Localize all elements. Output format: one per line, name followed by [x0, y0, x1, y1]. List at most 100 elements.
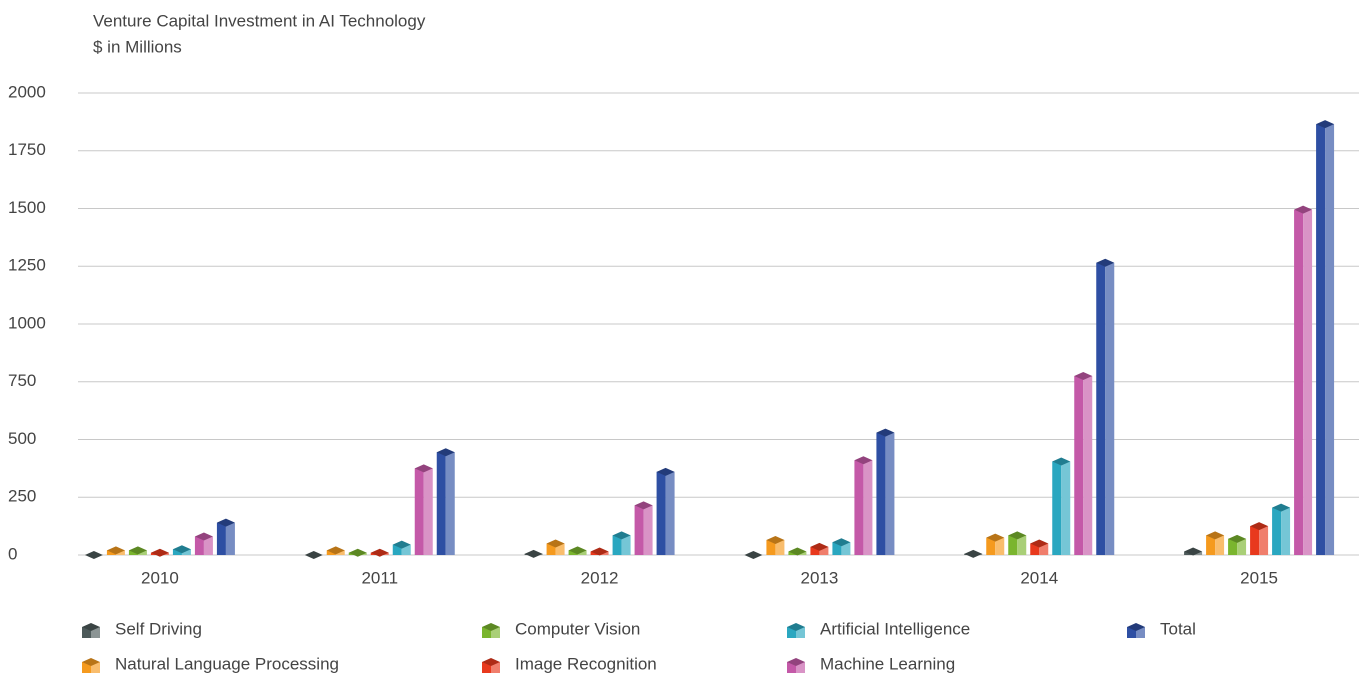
bar-left-face — [1250, 526, 1260, 555]
bar-right-face — [841, 542, 851, 555]
bar-left-face — [128, 550, 138, 555]
legend-label: Natural Language Processing — [115, 654, 339, 673]
bar-top — [1294, 205, 1313, 214]
bar-top — [612, 531, 631, 540]
bar-left-face — [106, 550, 116, 555]
bar-right-face — [401, 544, 411, 555]
x-tick-label: 2015 — [1240, 568, 1278, 587]
bar-top — [1127, 623, 1145, 631]
bar — [656, 467, 675, 555]
y-tick-label: 1500 — [8, 198, 46, 217]
y-tick-label: 1250 — [8, 256, 46, 275]
bar — [964, 549, 983, 558]
legend-icon — [482, 658, 500, 673]
legend-icon — [82, 623, 100, 638]
legend-icon — [482, 623, 500, 638]
bar-top — [1008, 531, 1027, 540]
bar — [612, 531, 631, 555]
bar — [986, 533, 1005, 555]
bar-left-face — [876, 432, 886, 555]
bar-top — [744, 551, 763, 559]
bar-left-face — [82, 662, 91, 673]
bar-top — [788, 547, 807, 556]
bar-left-face — [216, 522, 226, 555]
bar-top — [1074, 371, 1093, 380]
bar-left-face — [656, 471, 666, 555]
bar-top — [568, 546, 587, 555]
bar-left-face — [436, 452, 446, 555]
bar-right-face — [1017, 535, 1027, 555]
y-tick-label: 750 — [8, 371, 36, 390]
bar — [1074, 371, 1093, 555]
bar-right-face — [885, 432, 895, 555]
bar — [436, 448, 455, 555]
bar — [84, 551, 103, 559]
legend-label: Artificial Intelligence — [820, 619, 970, 638]
bar-left-face — [1272, 507, 1282, 555]
bar-left-face — [82, 627, 91, 638]
bar-left-face — [194, 536, 204, 555]
bar-left-face — [326, 550, 336, 555]
bar-left-face — [1008, 535, 1018, 555]
y-tick-label: 500 — [8, 429, 36, 448]
bar-right-face — [796, 627, 805, 638]
bar-left-face — [1127, 627, 1136, 638]
bar — [1096, 258, 1115, 555]
y-tick-label: 0 — [8, 544, 17, 563]
bar-right-face — [775, 539, 785, 555]
x-tick-label: 2014 — [1020, 568, 1058, 587]
bar-right-face — [1083, 375, 1093, 555]
bar — [546, 539, 565, 555]
bar-right-face — [225, 522, 235, 555]
bar — [1030, 539, 1049, 555]
legend-label: Machine Learning — [820, 654, 955, 673]
bar — [150, 548, 169, 557]
legend-label: Total — [1160, 619, 1196, 638]
bar — [1206, 531, 1225, 555]
bar-left-face — [787, 627, 796, 638]
bar — [128, 546, 147, 555]
bar-right-face — [665, 471, 675, 555]
bar-top — [326, 546, 345, 555]
bar-top — [964, 549, 983, 558]
bar-left-face — [1030, 543, 1040, 555]
bar-left-face — [1316, 124, 1326, 555]
bar — [1272, 503, 1291, 555]
bar-right-face — [1215, 535, 1225, 555]
bar-top — [392, 540, 411, 549]
bar — [370, 548, 389, 557]
bar — [414, 464, 433, 555]
bar — [172, 545, 191, 555]
bar-top — [854, 456, 873, 465]
bar-right-face — [796, 662, 805, 673]
bar — [216, 518, 235, 555]
bar-top — [656, 467, 675, 476]
bar-right-face — [491, 627, 500, 638]
bar-top — [1316, 120, 1335, 129]
bar-right-face — [863, 460, 873, 555]
bar-left-face — [482, 662, 491, 673]
y-tick-label: 1000 — [8, 313, 46, 332]
bar-top — [348, 548, 367, 557]
bar-left-face — [832, 542, 842, 555]
bar — [766, 535, 785, 555]
bar-top — [128, 546, 147, 555]
bar-right-face — [577, 550, 587, 555]
bar-top — [766, 535, 785, 544]
bar-left-face — [414, 468, 424, 555]
x-tick-label: 2012 — [581, 568, 619, 587]
bar-top — [194, 532, 213, 541]
bar — [810, 542, 829, 555]
bar-left-face — [1096, 262, 1106, 555]
bar-left-face — [546, 543, 556, 555]
bar-right-face — [181, 549, 191, 555]
bar-top — [1206, 531, 1225, 540]
bar-right-face — [621, 535, 631, 555]
bar-right-face — [335, 550, 345, 555]
bar-top — [1030, 539, 1049, 548]
bar-top — [370, 548, 389, 557]
bar-left-face — [810, 546, 820, 555]
bar-right-face — [91, 627, 100, 638]
bar-left-face — [568, 550, 578, 555]
bar-left-face — [392, 544, 402, 555]
